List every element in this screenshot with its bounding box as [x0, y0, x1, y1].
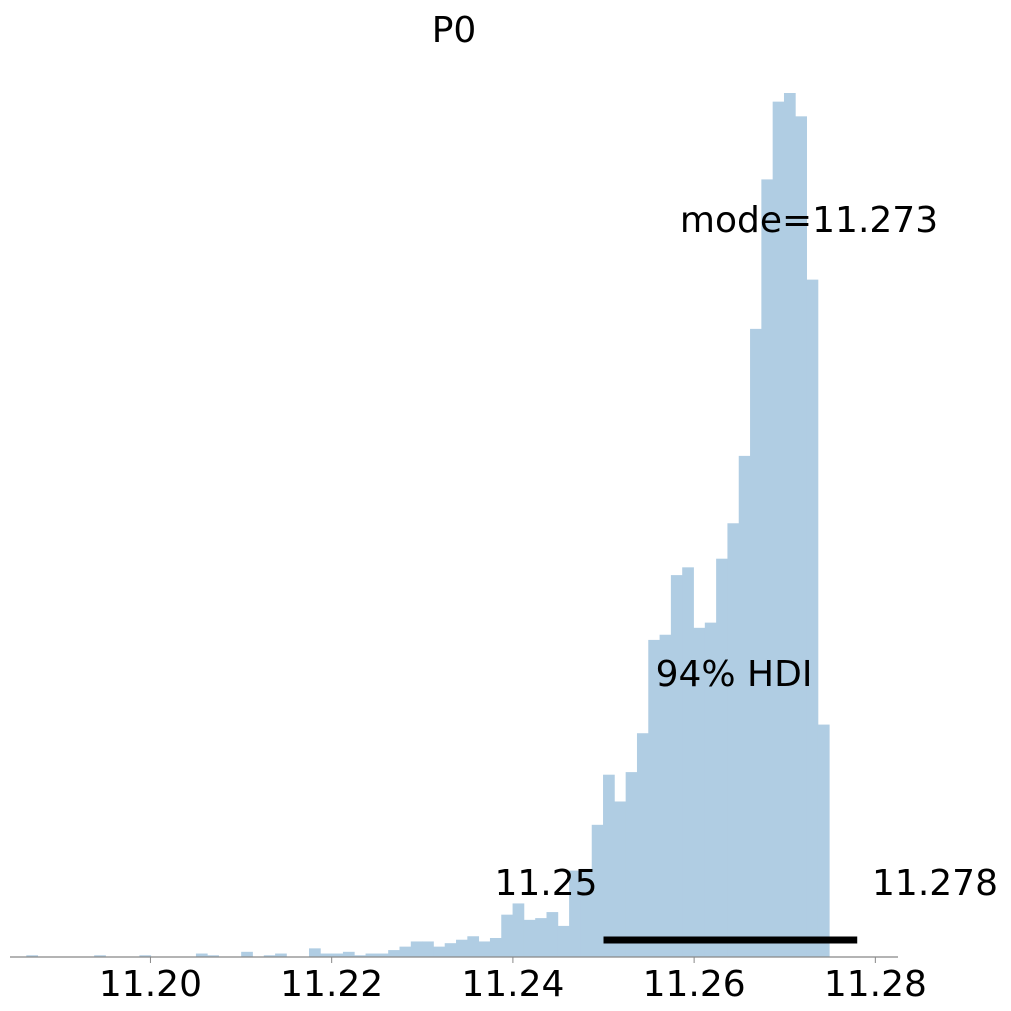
x-tick-label: 11.24 — [461, 964, 564, 1005]
histogram-bar — [569, 870, 581, 957]
histogram-bar — [444, 943, 457, 957]
histogram-bar — [557, 925, 570, 957]
chart-title: P0 — [432, 10, 477, 51]
hdi-label: 94% HDI — [656, 654, 813, 695]
histogram-bar — [783, 93, 796, 957]
histogram-bar — [467, 936, 480, 957]
x-tick-label: 11.28 — [824, 964, 927, 1005]
x-tick-label: 11.22 — [280, 964, 383, 1005]
histogram-bar — [241, 951, 253, 957]
histogram-bar — [806, 279, 819, 957]
histogram-bar — [670, 575, 683, 957]
histogram-bar — [693, 627, 706, 957]
histogram-bar — [716, 558, 728, 957]
hdi-low-label: 11.25 — [494, 863, 597, 904]
histogram-bar — [761, 179, 774, 957]
histogram-bar — [275, 953, 287, 957]
histogram-bar — [535, 918, 547, 957]
histogram-bar — [501, 914, 513, 957]
histogram-bar — [817, 724, 830, 957]
histogram-bar — [207, 955, 219, 957]
histogram-bar — [422, 941, 434, 957]
histogram-bar — [433, 946, 446, 957]
histogram-bar — [26, 955, 39, 957]
histogram-bar — [195, 953, 208, 957]
histogram-bar — [614, 801, 627, 957]
histogram-bar — [342, 951, 355, 957]
x-axis-ticks: 11.20 11.22 11.24 11.26 11.28 — [99, 957, 927, 1005]
histogram-bar — [750, 328, 762, 957]
histogram-bar — [523, 919, 536, 957]
x-tick-label: 11.26 — [643, 964, 746, 1005]
histogram-bar — [410, 941, 423, 957]
histogram-bar — [309, 948, 321, 957]
histogram-bar — [139, 955, 152, 957]
histogram-bar — [512, 903, 525, 957]
histogram-bar — [659, 634, 672, 957]
histogram-bar — [682, 567, 694, 957]
histogram-bar — [738, 455, 751, 957]
histogram-bar — [94, 955, 106, 957]
histogram-bar — [727, 523, 740, 957]
histogram-bar — [399, 946, 412, 957]
histogram-bar — [376, 953, 389, 957]
histogram-bar — [704, 622, 717, 957]
histogram-bar — [489, 937, 502, 957]
histogram-bars — [26, 93, 830, 957]
histogram-bar — [320, 953, 333, 957]
x-tick-label: 11.20 — [99, 964, 202, 1005]
histogram-bar — [456, 939, 468, 957]
histogram-bar — [354, 955, 366, 957]
histogram-bar — [365, 953, 378, 957]
histogram-bar — [648, 639, 660, 957]
histogram-bar — [546, 912, 559, 957]
histogram-bar — [603, 774, 615, 957]
histogram-bar — [625, 772, 638, 957]
histogram-bar — [591, 824, 604, 957]
histogram-bar — [331, 953, 344, 957]
hdi-high-label: 11.278 — [872, 863, 998, 904]
histogram-bar — [772, 101, 785, 957]
histogram-bar — [263, 955, 276, 957]
histogram-bar — [795, 116, 807, 957]
histogram-bar — [388, 950, 400, 957]
histogram-bar — [580, 868, 593, 957]
histogram-bar — [478, 941, 491, 957]
histogram-bar — [636, 733, 649, 957]
mode-label: mode=11.273 — [680, 200, 938, 241]
